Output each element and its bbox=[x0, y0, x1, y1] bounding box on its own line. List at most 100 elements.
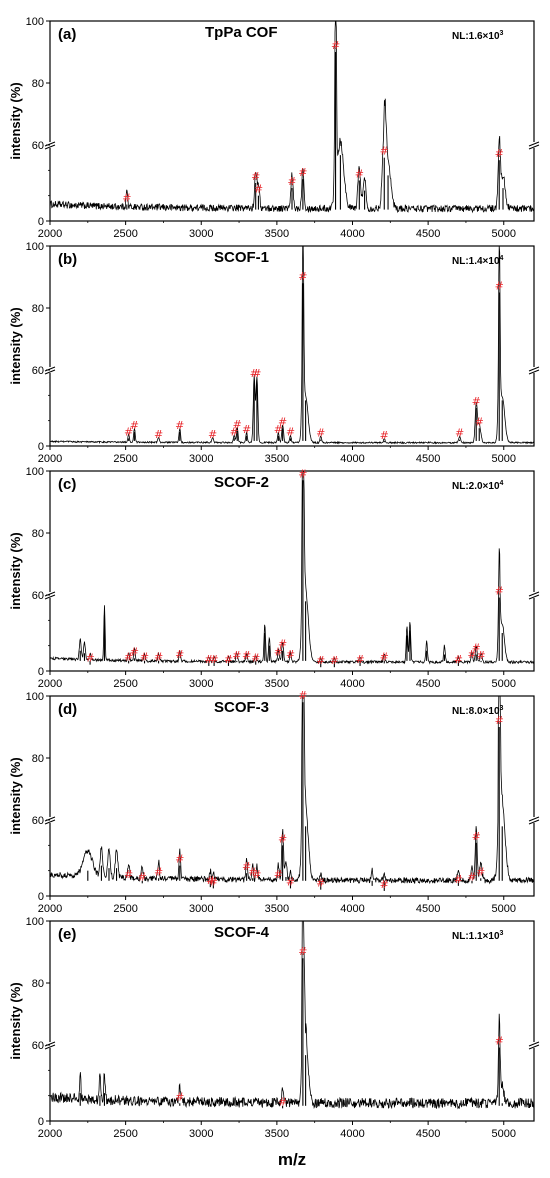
spectrum-panel-5: 0 60 80 100 2000 2500 3000 3500 4000 4500 5000 # # # #… bbox=[8, 916, 540, 1169]
x-tick-label: 4500 bbox=[416, 678, 440, 690]
x-axis-label: m/z bbox=[278, 1150, 306, 1169]
x-tick-label: 2000 bbox=[38, 903, 62, 915]
peak-marker: # bbox=[316, 427, 325, 440]
peak-marker: # bbox=[242, 649, 251, 662]
peak-marker: # bbox=[476, 865, 485, 878]
panel-letter: (a) bbox=[58, 26, 76, 43]
peak-marker: # bbox=[206, 874, 215, 887]
x-tick-label: 5000 bbox=[492, 903, 516, 915]
y-axis-label: intensity (%) bbox=[8, 307, 23, 384]
peak-marker: # bbox=[175, 419, 184, 432]
peak-marker: # bbox=[124, 868, 133, 881]
y-tick-label: 80 bbox=[32, 528, 44, 540]
x-tick-label: 2500 bbox=[113, 453, 137, 465]
axis-break-mark bbox=[44, 144, 56, 150]
peak-marker: # bbox=[251, 652, 260, 665]
peak-marker: # bbox=[233, 418, 242, 431]
y-tick-label: 0 bbox=[38, 441, 44, 453]
peak-marker: # bbox=[154, 428, 163, 441]
peak-marker: # bbox=[331, 39, 340, 52]
peak-marker: # bbox=[287, 175, 296, 188]
peak-marker: # bbox=[252, 868, 261, 881]
y-tick-label: 80 bbox=[32, 303, 44, 315]
peak-marker: # bbox=[175, 1090, 184, 1103]
peak-marker: # bbox=[454, 653, 463, 666]
spectrum-trace bbox=[49, 695, 535, 885]
peak-marker: # bbox=[475, 415, 484, 428]
peak-marker: # bbox=[380, 429, 389, 442]
axis-break-mark bbox=[528, 141, 540, 147]
panel-letter: (b) bbox=[58, 251, 77, 268]
peak-marker: # bbox=[251, 170, 260, 183]
y-tick-label: 60 bbox=[32, 815, 44, 827]
axis-break-gap bbox=[530, 142, 538, 148]
y-tick-label: 80 bbox=[32, 753, 44, 765]
peak-marker: # bbox=[495, 585, 504, 598]
peak-marker: # bbox=[476, 649, 485, 662]
panel-title: SCOF-1 bbox=[214, 249, 269, 266]
y-tick-label: 0 bbox=[38, 891, 44, 903]
panel-letter: (e) bbox=[58, 926, 76, 943]
axis-break-mark bbox=[528, 591, 540, 597]
peak-marker: # bbox=[124, 650, 133, 663]
x-tick-label: 4000 bbox=[340, 453, 364, 465]
x-tick-label: 4500 bbox=[416, 453, 440, 465]
x-tick-label: 3500 bbox=[265, 903, 289, 915]
y-tick-label: 60 bbox=[32, 140, 44, 152]
plot-frame bbox=[49, 245, 535, 447]
x-tick-label: 3000 bbox=[189, 678, 213, 690]
peak-marker: # bbox=[286, 648, 295, 661]
x-tick-label: 4000 bbox=[340, 228, 364, 240]
axis-break-mark bbox=[528, 816, 540, 822]
peak-marker: # bbox=[355, 653, 364, 666]
peak-marker: # bbox=[286, 875, 295, 888]
peak-marker: # bbox=[298, 166, 307, 179]
x-tick-label: 4500 bbox=[416, 228, 440, 240]
peak-marker: # bbox=[242, 860, 251, 873]
spectrum-trace bbox=[49, 470, 535, 665]
y-axis-label: intensity (%) bbox=[8, 982, 23, 1059]
peak-marker: # bbox=[154, 865, 163, 878]
peak-marker: # bbox=[274, 645, 283, 658]
x-tick-label: 3500 bbox=[265, 453, 289, 465]
y-tick-label: 100 bbox=[26, 16, 44, 28]
peak-marker: # bbox=[130, 419, 139, 432]
axis-break-mark bbox=[528, 144, 540, 150]
x-tick-label: 5000 bbox=[492, 228, 516, 240]
plot-frame bbox=[49, 20, 535, 222]
axis-break-gap bbox=[530, 1042, 538, 1048]
x-tick-label: 2500 bbox=[113, 1128, 137, 1140]
x-tick-label: 3000 bbox=[189, 1128, 213, 1140]
peak-marker: # bbox=[286, 425, 295, 438]
spectrum-trace bbox=[49, 245, 535, 445]
x-tick-label: 4500 bbox=[416, 1128, 440, 1140]
y-axis-label: intensity (%) bbox=[8, 532, 23, 609]
peak-marker: # bbox=[298, 689, 307, 702]
axis-break-gap bbox=[530, 817, 538, 823]
peak-marker: # bbox=[85, 652, 94, 665]
peak-marker: # bbox=[274, 423, 283, 436]
peak-marker: # bbox=[316, 877, 325, 890]
peak-marker: # bbox=[140, 650, 149, 663]
x-tick-label: 2000 bbox=[38, 1128, 62, 1140]
spectrum-trace bbox=[49, 20, 535, 214]
panel-letter: (d) bbox=[58, 701, 77, 718]
y-tick-label: 60 bbox=[32, 365, 44, 377]
x-tick-label: 4000 bbox=[340, 903, 364, 915]
peak-marker: # bbox=[278, 832, 287, 845]
peak-marker: # bbox=[380, 878, 389, 891]
y-tick-label: 100 bbox=[26, 466, 44, 478]
plot-frame bbox=[49, 695, 535, 897]
x-tick-label: 2000 bbox=[38, 678, 62, 690]
axis-break-mark bbox=[528, 594, 540, 600]
peak-marker: # bbox=[204, 653, 213, 666]
peak-marker: # bbox=[467, 648, 476, 661]
y-tick-label: 100 bbox=[26, 691, 44, 703]
x-tick-label: 5000 bbox=[492, 1128, 516, 1140]
x-tick-label: 3500 bbox=[265, 228, 289, 240]
peak-marker: # bbox=[224, 653, 233, 666]
